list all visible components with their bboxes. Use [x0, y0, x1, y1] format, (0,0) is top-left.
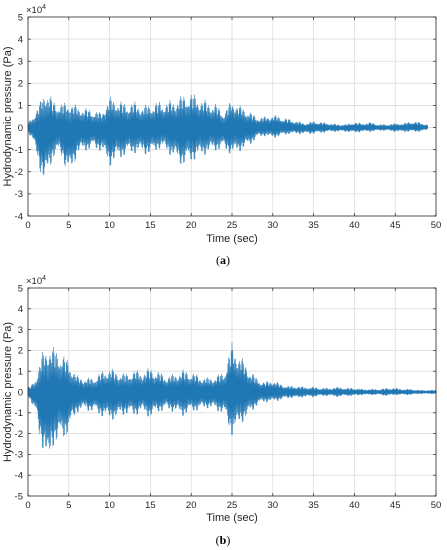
y-tick-label-b: 4 — [18, 304, 23, 315]
x-tick-labels-a: 0 5 10 15 20 25 30 35 40 45 50 — [25, 220, 441, 231]
caption-b: (b) — [216, 533, 231, 547]
x-axis-label-b: Time (sec) — [206, 512, 258, 524]
y-tick-label-a: -2 — [15, 167, 23, 178]
x-tick-labels-b: 0 5 10 15 20 25 30 35 40 45 50 — [25, 500, 441, 511]
x-tick-label-b: 30 — [268, 500, 279, 511]
y-tick-label-b: -1 — [15, 408, 23, 419]
x-axis-label-a: Time (sec) — [206, 233, 258, 245]
caption-a: (a) — [216, 253, 230, 267]
y-tick-label-a: -1 — [15, 145, 23, 156]
x-tick-label-b: 50 — [431, 500, 442, 511]
y-tick-label-a: 3 — [18, 57, 23, 68]
y-tick-label-a: -3 — [15, 189, 23, 200]
x-tick-label-a: 15 — [145, 220, 156, 231]
x-tick-label-a: 0 — [25, 220, 30, 231]
y-tick-label-a: 0 — [18, 123, 23, 134]
y-axis-label-a: Hydrodynamic pressure (Pa) — [2, 47, 14, 187]
y-tick-label-b: 2 — [18, 346, 23, 357]
y-tick-label-a: 5 — [18, 12, 23, 23]
y-tick-labels-a: -4 -3 -2 -1 0 1 2 3 4 5 — [15, 12, 23, 222]
y-tick-label-a: -4 — [15, 211, 23, 222]
signal-line-a — [27, 94, 429, 176]
x-tick-label-b: 25 — [227, 500, 238, 511]
y-tick-label-b: -4 — [15, 471, 23, 482]
y-tick-label-a: 1 — [18, 101, 23, 112]
y-tick-label-b: 0 — [18, 387, 23, 398]
y-tick-label-a: 2 — [18, 79, 23, 90]
x-tick-label-a: 25 — [227, 220, 238, 231]
y-tick-labels-b: -5 -4 -3 -2 -1 0 1 2 3 4 5 — [15, 283, 23, 502]
y-tick-label-b: 5 — [18, 283, 23, 294]
y-tick-label-b: 1 — [18, 367, 23, 378]
x-tick-label-b: 35 — [308, 500, 319, 511]
x-tick-label-a: 35 — [308, 220, 319, 231]
x-tick-label-a: 40 — [349, 220, 360, 231]
axes-box-b — [27, 287, 437, 497]
x-tick-label-b: 5 — [66, 500, 71, 511]
x-tick-label-a: 10 — [104, 220, 115, 231]
x-tick-label-a: 50 — [431, 220, 442, 231]
x-tick-label-a: 45 — [390, 220, 401, 231]
y-axis-label-b: Hydrodynamic pressure (Pa) — [2, 322, 14, 462]
x-tick-label-b: 45 — [390, 500, 401, 511]
x-tick-label-a: 30 — [268, 220, 279, 231]
exponent-label-b: ×104 — [26, 275, 46, 287]
x-tick-label-b: 15 — [145, 500, 156, 511]
y-tick-label-b: -3 — [15, 450, 23, 461]
y-tick-label-a: 4 — [18, 34, 23, 45]
signal-line-b — [27, 342, 437, 449]
x-tick-label-a: 20 — [186, 220, 197, 231]
y-tick-label-b: -5 — [15, 491, 23, 502]
x-tick-label-a: 5 — [66, 220, 71, 231]
axes-box-a — [27, 16, 437, 217]
x-tick-label-b: 0 — [25, 500, 30, 511]
y-tick-label-b: 3 — [18, 325, 23, 336]
y-tick-label-b: -2 — [15, 429, 23, 440]
x-tick-label-b: 20 — [186, 500, 197, 511]
x-tick-label-b: 40 — [349, 500, 360, 511]
x-tick-label-b: 10 — [104, 500, 115, 511]
exponent-label-a: ×104 — [26, 4, 46, 16]
